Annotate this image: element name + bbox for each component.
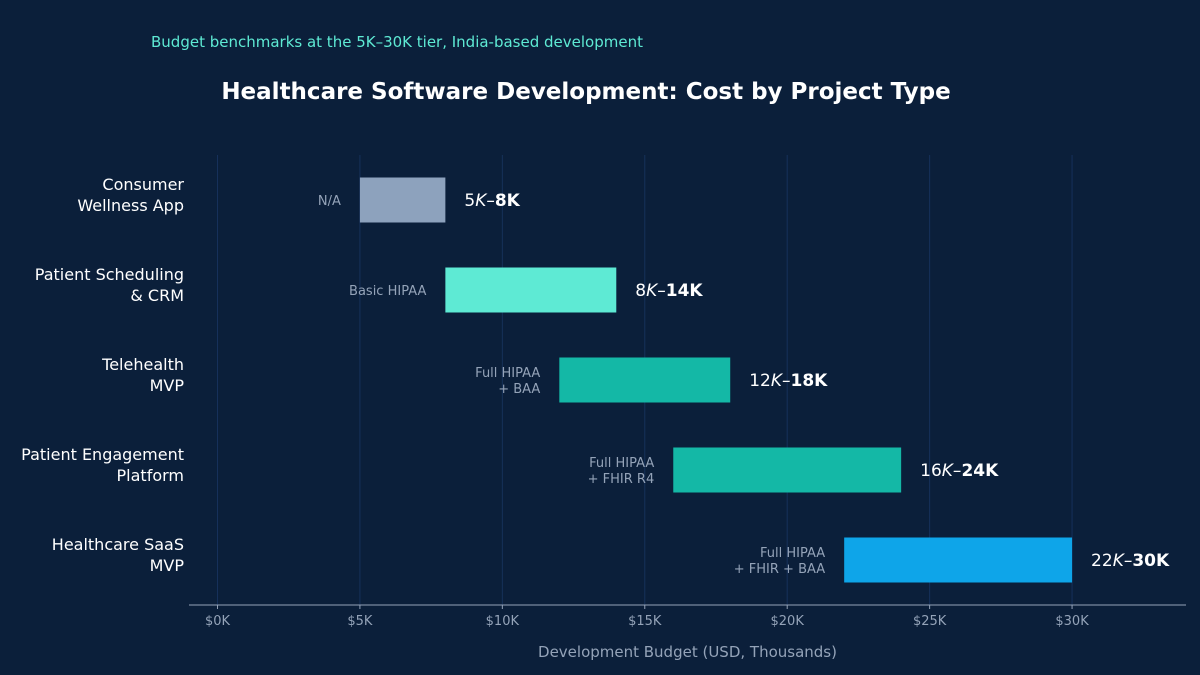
x-tick-label: $15K bbox=[628, 614, 662, 629]
x-tick-label: $0K bbox=[205, 614, 231, 629]
range-bar bbox=[673, 447, 902, 493]
category-label: Patient Scheduling & CRM bbox=[35, 265, 184, 305]
range-value-label: 12K–18K bbox=[749, 371, 828, 391]
compliance-tier-label: N/A bbox=[318, 194, 341, 209]
range-bar bbox=[359, 177, 446, 223]
compliance-tier-label: Full HIPAA + BAA bbox=[475, 366, 540, 397]
x-tick-label: $30K bbox=[1055, 614, 1089, 629]
category-label: Consumer Wellness App bbox=[77, 175, 184, 215]
chart-title: Healthcare Software Development: Cost by… bbox=[221, 79, 951, 105]
x-tick-label: $25K bbox=[913, 614, 947, 629]
category-label: Healthcare SaaS MVP bbox=[52, 535, 185, 575]
x-tick-label: $20K bbox=[771, 614, 805, 629]
x-tick-label: $10K bbox=[486, 614, 520, 629]
compliance-tier-label: Full HIPAA + FHIR R4 bbox=[588, 456, 655, 487]
range-bar bbox=[445, 267, 617, 313]
x-axis-title: Development Budget (USD, Thousands) bbox=[538, 643, 837, 661]
compliance-tier-label: Basic HIPAA bbox=[349, 284, 426, 299]
compliance-tier-label: Full HIPAA + FHIR + BAA bbox=[734, 546, 825, 577]
x-tick-label: $5K bbox=[347, 614, 373, 629]
range-bar bbox=[844, 537, 1073, 583]
range-bar bbox=[559, 357, 731, 403]
chart-subtitle: Budget benchmarks at the 5K–30K tier, In… bbox=[151, 33, 643, 51]
category-label: Patient Engagement Platform bbox=[21, 445, 184, 485]
range-value-label: 22K–30K bbox=[1091, 551, 1170, 571]
range-value-label: 16K–24K bbox=[920, 461, 999, 481]
range-value-label: 8K–14K bbox=[635, 281, 703, 301]
range-value-label: 5K–8K bbox=[464, 191, 520, 211]
category-label: Telehealth MVP bbox=[101, 355, 184, 395]
